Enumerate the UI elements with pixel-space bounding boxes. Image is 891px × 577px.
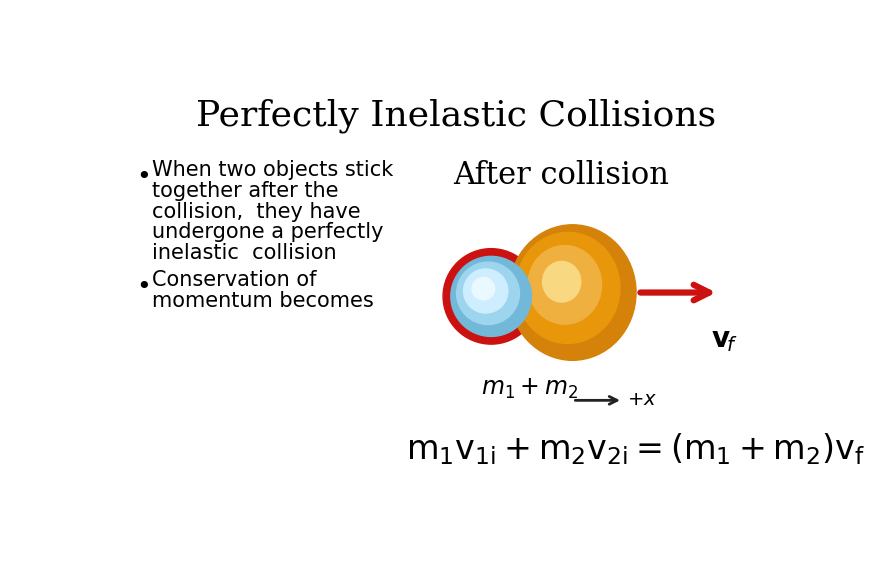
Text: •: • bbox=[136, 275, 151, 299]
Text: $\mathregular{m_1v_{1i}+m_2v_{2i}=(m_1+m_2)v_f}$: $\mathregular{m_1v_{1i}+m_2v_{2i}=(m_1+m… bbox=[406, 431, 865, 467]
Text: Perfectly Inelastic Collisions: Perfectly Inelastic Collisions bbox=[196, 99, 716, 133]
Ellipse shape bbox=[509, 225, 636, 360]
Circle shape bbox=[463, 269, 508, 313]
Text: Conservation of: Conservation of bbox=[151, 270, 316, 290]
Circle shape bbox=[472, 278, 495, 300]
Circle shape bbox=[443, 249, 539, 344]
Text: together after the: together after the bbox=[151, 181, 339, 201]
Text: momentum becomes: momentum becomes bbox=[151, 291, 373, 311]
Text: inelastic  collision: inelastic collision bbox=[151, 243, 336, 263]
Text: After collision: After collision bbox=[453, 160, 669, 191]
Text: collision,  they have: collision, they have bbox=[151, 202, 360, 222]
Text: undergone a perfectly: undergone a perfectly bbox=[151, 223, 383, 242]
Text: $\mathbf{v}_{\!f}$: $\mathbf{v}_{\!f}$ bbox=[711, 327, 738, 354]
Ellipse shape bbox=[527, 246, 601, 324]
Text: $+x$: $+x$ bbox=[626, 391, 657, 409]
Text: $m_1 + m_2$: $m_1 + m_2$ bbox=[481, 377, 578, 402]
Ellipse shape bbox=[516, 233, 620, 343]
Ellipse shape bbox=[543, 261, 581, 302]
Text: •: • bbox=[136, 164, 151, 189]
Text: When two objects stick: When two objects stick bbox=[151, 160, 393, 180]
Circle shape bbox=[451, 256, 531, 336]
Circle shape bbox=[456, 262, 519, 324]
